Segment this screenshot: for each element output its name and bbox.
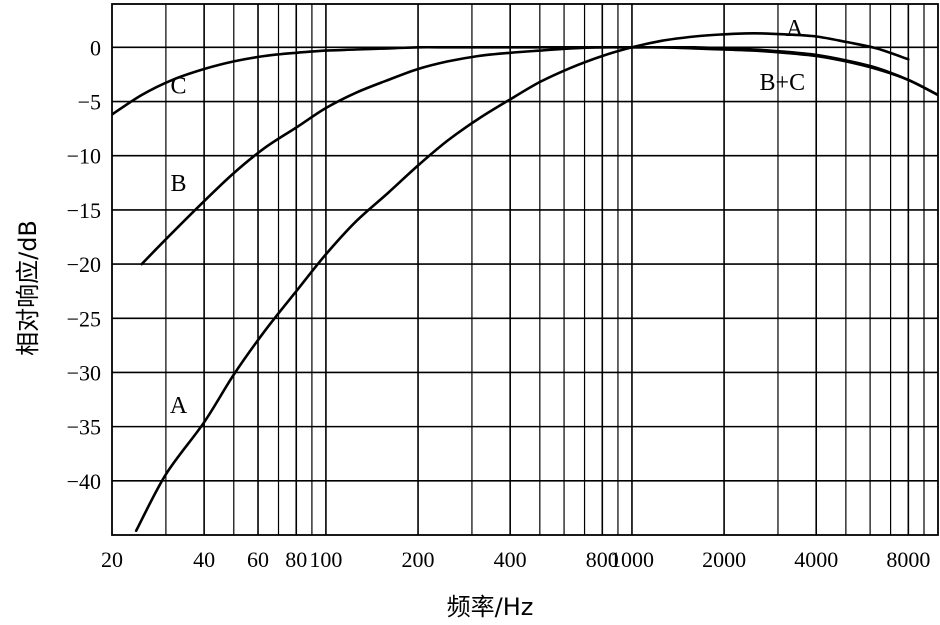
curve-annotations: C B A A B+C [170, 16, 805, 419]
x-tick-label: 20 [101, 547, 123, 572]
plot-frame [111, 3, 939, 536]
curve-label-c: C [171, 73, 187, 99]
curve-label-a: A [786, 16, 804, 42]
curve-c [112, 45, 938, 116]
y-tick-label: −15 [67, 198, 101, 223]
x-tick-label: 1000 [610, 547, 654, 572]
x-tick-label: 4000 [794, 547, 838, 572]
x-tick-label: 40 [193, 547, 215, 572]
x-axis-title: 频率/Hz [447, 593, 534, 621]
curve-label-b: B [171, 171, 187, 197]
x-tick-label: 100 [309, 547, 342, 572]
y-tick-label: −5 [78, 90, 101, 115]
y-tick-label: −35 [67, 415, 101, 440]
x-tick-label: 200 [402, 547, 435, 572]
y-tick-labels: 0 −5 −10 −15 −20 −25 −30 −35 −40 [67, 35, 101, 493]
x-tick-label: 60 [247, 547, 269, 572]
y-axis-title: 相对响应/dB [14, 220, 42, 356]
y-tick-label: −30 [67, 360, 101, 385]
x-tick-label: 8000 [886, 547, 930, 572]
y-tick-label: 0 [90, 35, 101, 60]
grid-lines [112, 4, 938, 535]
x-tick-label: 800 [586, 547, 619, 572]
curve-label-b-c: B+C [760, 70, 806, 96]
x-tick-label: 80 [285, 547, 307, 572]
response-curves [112, 31, 938, 532]
curve-a [134, 31, 910, 532]
y-tick-label: −25 [67, 306, 101, 331]
x-tick-label: 400 [494, 547, 527, 572]
x-tick-label: 2000 [702, 547, 746, 572]
y-tick-label: −20 [67, 252, 101, 277]
y-tick-label: −10 [67, 144, 101, 169]
y-tick-label: −40 [67, 469, 101, 494]
curve-label-a: A [170, 393, 188, 419]
